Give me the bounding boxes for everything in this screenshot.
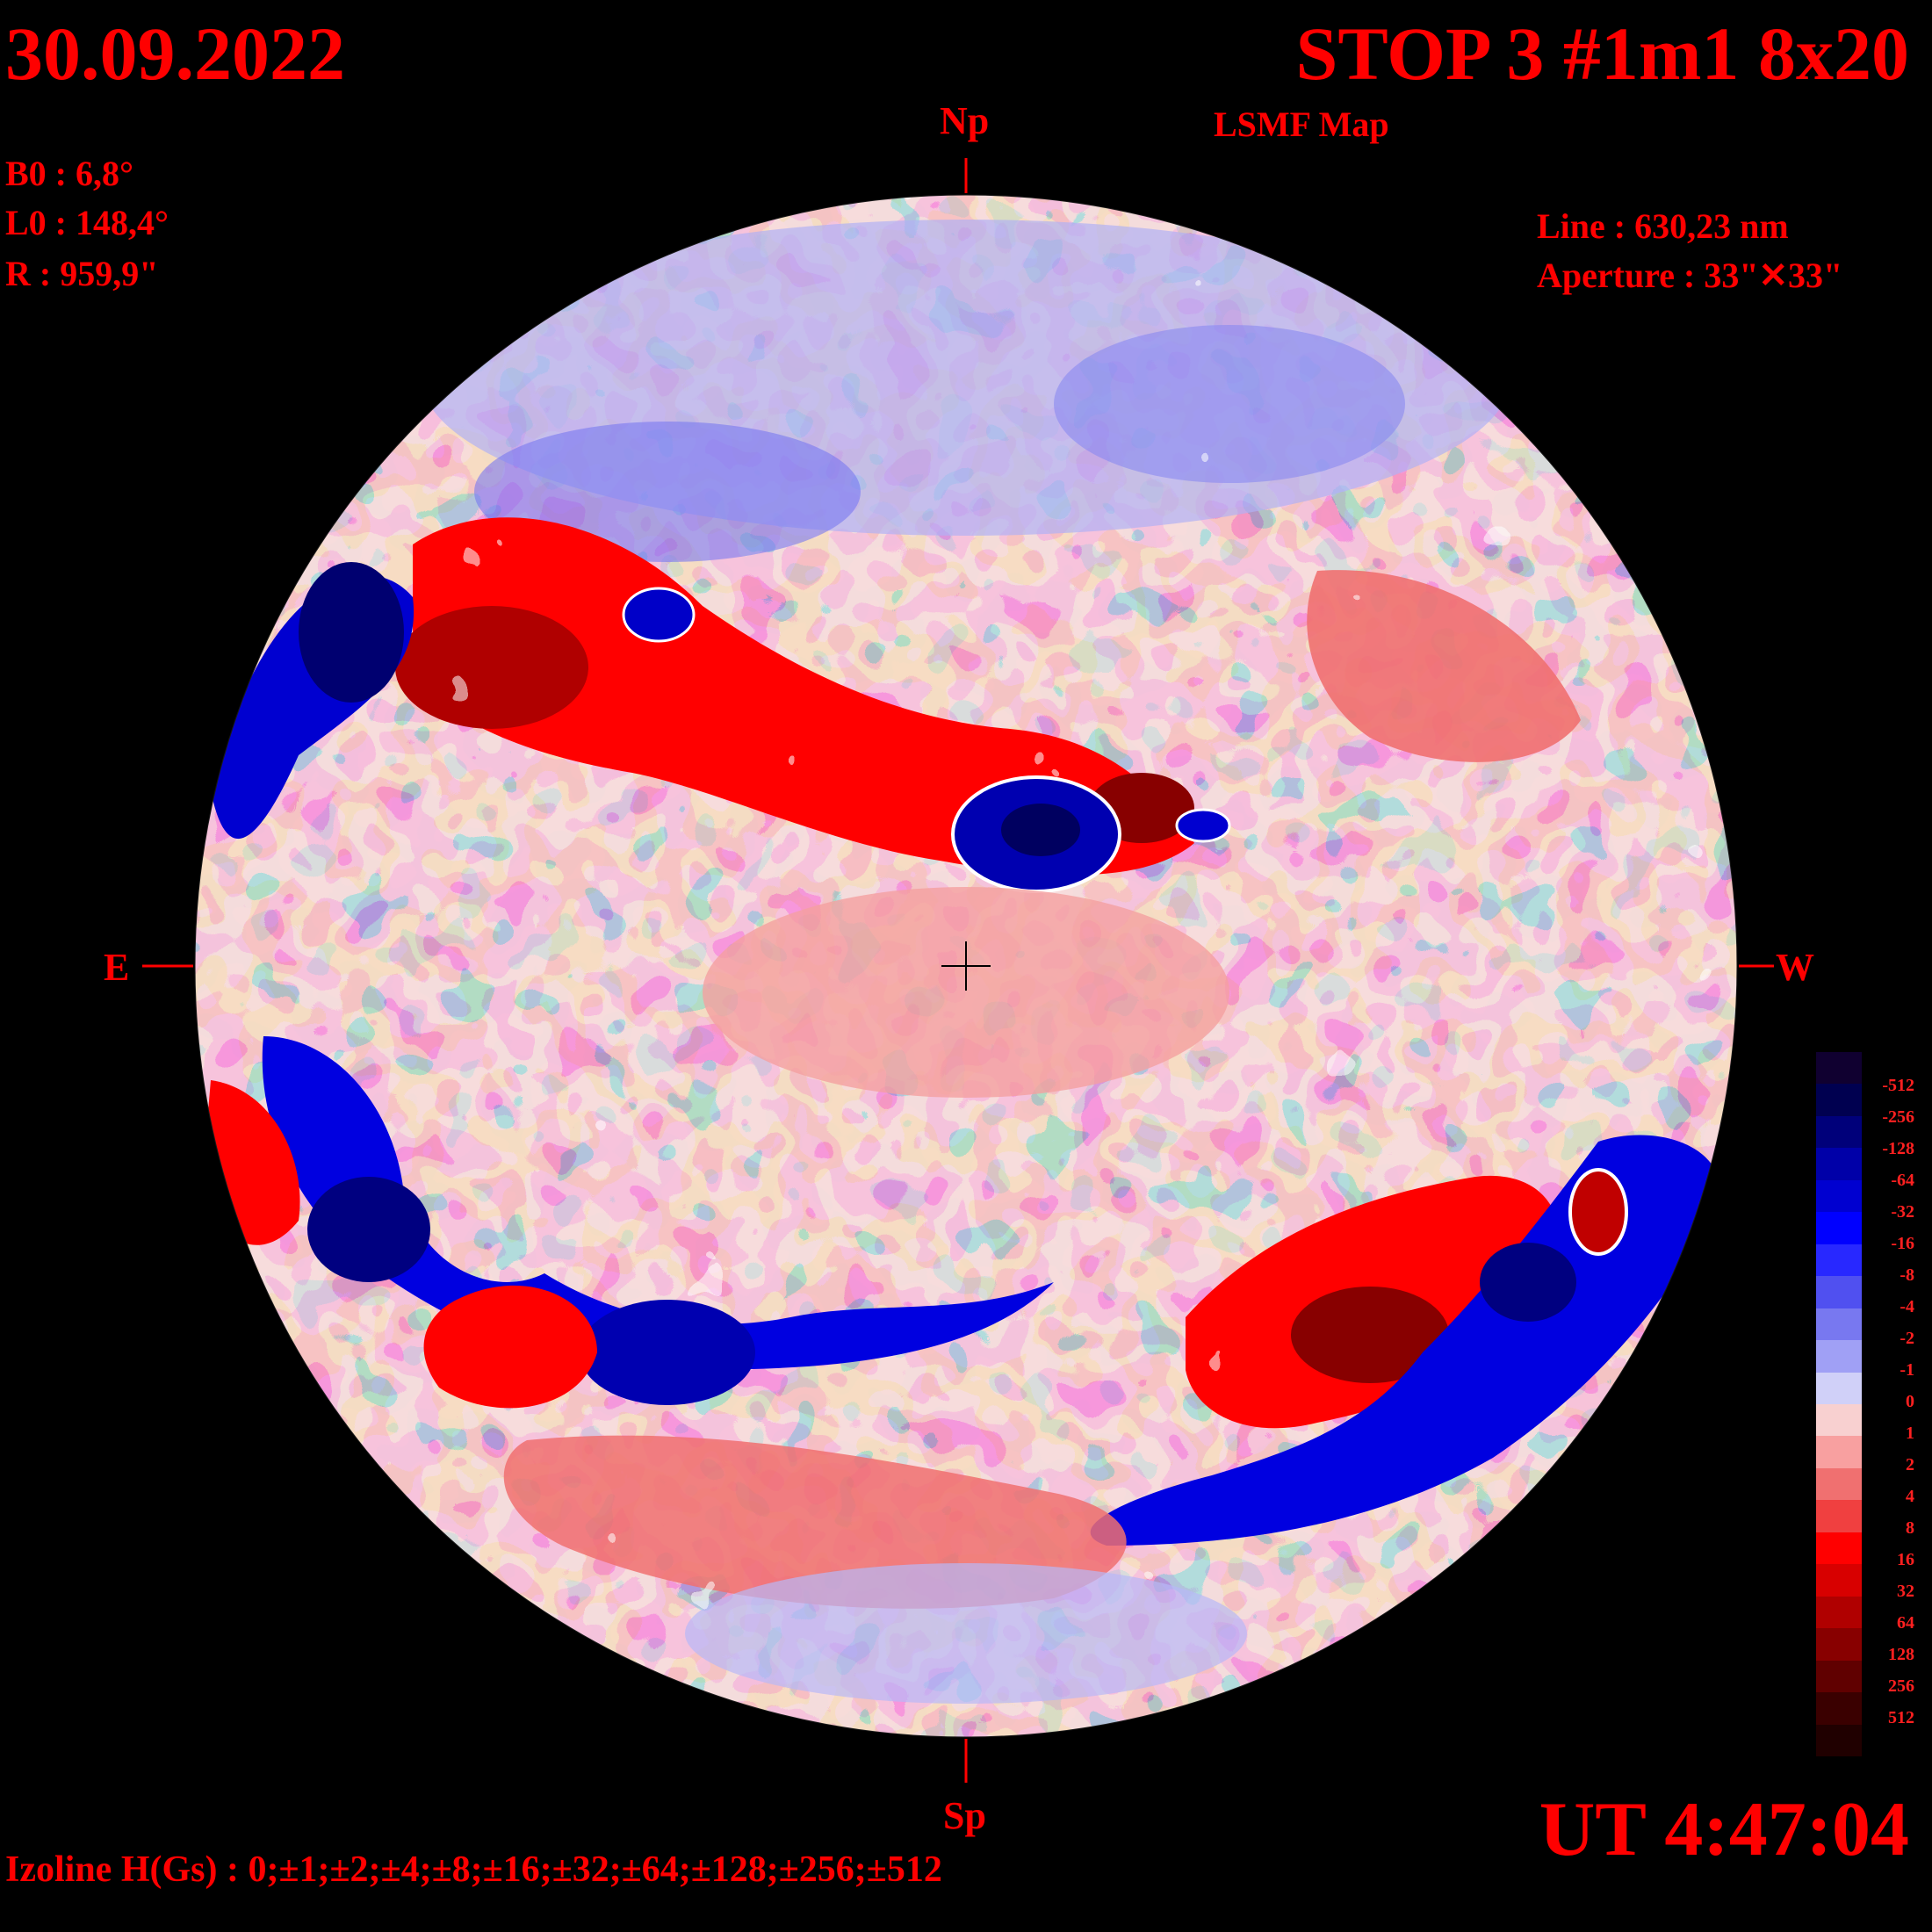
field-colorbar — [1816, 1052, 1862, 1757]
radius-param: R : 959,9" — [5, 254, 159, 293]
colorbar-segment — [1816, 1115, 1862, 1149]
colorbar-label: 32 — [1897, 1582, 1914, 1601]
colorbar-label: 128 — [1888, 1645, 1914, 1664]
colorbar-label: -16 — [1891, 1234, 1914, 1253]
colorbar-segment — [1816, 1596, 1862, 1629]
colorbar-label: -64 — [1891, 1171, 1914, 1190]
colorbar-label: -1 — [1900, 1360, 1914, 1380]
colorbar-label: -4 — [1900, 1297, 1914, 1316]
colorbar-segment — [1816, 1660, 1862, 1693]
date-label: 30.09.2022 — [5, 11, 345, 96]
colorbar-segment — [1816, 1564, 1862, 1597]
east-label: E — [104, 946, 130, 989]
l0-param: L0 : 148,4° — [5, 203, 169, 242]
colorbar-segment — [1816, 1532, 1862, 1565]
colorbar-label: 8 — [1906, 1518, 1914, 1538]
colorbar-label: 512 — [1888, 1708, 1914, 1727]
colorbar-segment — [1816, 1212, 1862, 1245]
colorbar-label: -256 — [1882, 1107, 1914, 1127]
colorbar-segment — [1816, 1308, 1862, 1341]
colorbar-label: 1 — [1906, 1424, 1914, 1443]
colorbar-segment — [1816, 1244, 1862, 1277]
colorbar-segment — [1816, 1340, 1862, 1373]
colorbar-label: -2 — [1900, 1329, 1914, 1348]
colorbar-segment — [1816, 1276, 1862, 1309]
colorbar-label: 256 — [1888, 1676, 1914, 1696]
map-subtitle: LSMF Map — [1214, 105, 1389, 144]
south-pole-label: Sp — [943, 1794, 986, 1837]
aperture-label: Aperture : 33"✕33" — [1537, 256, 1843, 295]
izoline-legend: Izoline H(Gs) : 0;±1;±2;±4;±8;±16;±32;±6… — [5, 1849, 942, 1890]
spectral-line-label: Line : 630,23 nm — [1537, 206, 1789, 246]
colorbar-segment — [1816, 1052, 1862, 1085]
colorbar-segment — [1816, 1724, 1862, 1757]
observation-title: STOP 3 #1m1 8x20 — [1295, 11, 1909, 96]
colorbar-label: -32 — [1891, 1202, 1914, 1222]
b0-param: B0 : 6,8° — [5, 154, 133, 193]
colorbar-label: 16 — [1897, 1550, 1914, 1569]
ut-time: UT 4:47:04 — [1539, 1787, 1909, 1872]
colorbar-segment — [1816, 1436, 1862, 1469]
colorbar-segment — [1816, 1179, 1862, 1213]
colorbar-label: 4 — [1906, 1487, 1914, 1506]
colorbar-segment — [1816, 1628, 1862, 1662]
colorbar-segment — [1816, 1692, 1862, 1726]
disk-limb — [194, 194, 1738, 1738]
west-label: W — [1776, 946, 1814, 989]
north-pole-label: Np — [940, 99, 990, 142]
colorbar-label: -8 — [1900, 1265, 1914, 1285]
colorbar-segment — [1816, 1467, 1862, 1501]
colorbar-label: 0 — [1906, 1392, 1914, 1411]
colorbar-segment — [1816, 1148, 1862, 1181]
colorbar-segment — [1816, 1500, 1862, 1533]
colorbar-label: 64 — [1897, 1613, 1914, 1633]
colorbar-segment — [1816, 1404, 1862, 1437]
colorbar-label: -128 — [1882, 1139, 1914, 1158]
colorbar-segment — [1816, 1372, 1862, 1405]
colorbar-label: -512 — [1882, 1076, 1914, 1095]
colorbar-label: 2 — [1906, 1455, 1914, 1474]
colorbar-segment — [1816, 1084, 1862, 1117]
